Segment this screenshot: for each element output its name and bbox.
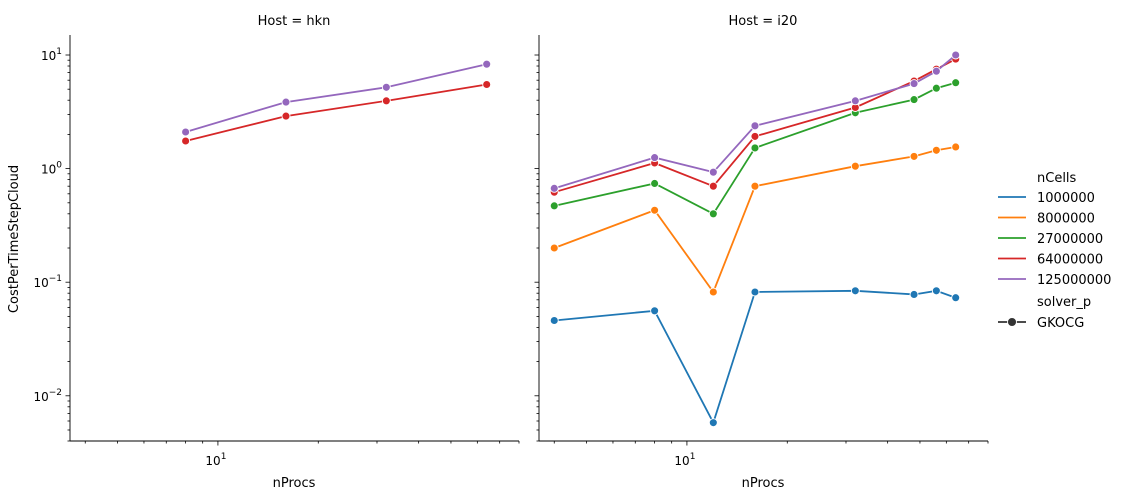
legend-label-1000000: 1000000	[1037, 191, 1095, 206]
legend-label-GKOCG: GKOCG	[1037, 316, 1084, 331]
data-point-125000000	[650, 153, 660, 163]
data-point-8000000	[750, 181, 760, 191]
data-point-8000000	[549, 243, 559, 253]
data-point-64000000	[482, 80, 492, 89]
panel-host-i20: Host = i20 101 nProcs	[534, 14, 989, 491]
axes-hkn: 10−2 10−1 100 101 101	[33, 35, 520, 468]
series-line-125000000	[185, 63, 487, 133]
data-point-1000000	[708, 418, 718, 428]
data-point-8000000	[909, 151, 919, 161]
data-point-125000000	[909, 79, 919, 89]
x-tick-label: 101	[674, 452, 695, 468]
data-point-1000000	[750, 287, 760, 297]
data-point-8000000	[951, 142, 961, 152]
data-point-64000000	[708, 181, 718, 191]
x-tick-label: 101	[205, 452, 226, 468]
y-tick-label: 101	[41, 47, 62, 63]
data-point-1000000	[931, 286, 941, 296]
data-point-1000000	[909, 290, 919, 299]
legend-style-entries: GKOCG	[998, 316, 1084, 331]
data-point-64000000	[750, 131, 760, 141]
data-point-8000000	[650, 205, 660, 215]
data-point-1000000	[850, 286, 860, 296]
legend-title-ncells: nCells	[1037, 171, 1077, 186]
data-point-27000000	[708, 209, 718, 219]
y-tick-label: 100	[41, 161, 62, 177]
data-point-125000000	[181, 127, 191, 137]
data-point-125000000	[381, 82, 391, 92]
legend-hue-entries: 1000000 8000000 27000000 64000000 125000000	[998, 191, 1111, 288]
series-line-8000000	[553, 146, 956, 294]
data-point-125000000	[951, 50, 961, 60]
data-point-1000000	[549, 316, 559, 325]
legend: nCells 1000000 8000000 27000000 64000000 125…	[998, 171, 1111, 331]
data-point-27000000	[549, 201, 559, 211]
data-point-125000000	[549, 183, 559, 193]
panel-title-hkn: Host = hkn	[258, 14, 331, 29]
data-point-1000000	[951, 293, 961, 303]
data-point-64000000	[181, 136, 191, 146]
y-tick-label: 10−2	[33, 388, 62, 404]
series-line-64000000	[185, 83, 487, 142]
data-point-8000000	[931, 145, 941, 155]
data-point-27000000	[750, 143, 760, 153]
data-point-64000000	[381, 96, 391, 106]
y-axis-label: CostPerTimeStepCloud	[7, 165, 22, 313]
legend-label-64000000: 64000000	[1037, 253, 1103, 268]
legend-title-solver: solver_p	[1037, 295, 1091, 310]
legend-label-125000000: 125000000	[1037, 273, 1111, 288]
data-point-8000000	[850, 161, 860, 171]
data-point-27000000	[931, 83, 941, 93]
data-point-64000000	[281, 111, 291, 121]
data-point-125000000	[850, 96, 860, 106]
panel-title-i20: Host = i20	[729, 14, 798, 29]
data-point-125000000	[750, 121, 760, 131]
legend-label-8000000: 8000000	[1037, 212, 1095, 227]
data-point-1000000	[650, 306, 660, 316]
x-axis-label-i20: nProcs	[742, 476, 785, 491]
data-point-125000000	[482, 59, 492, 69]
panel-host-hkn: Host = hkn 10−2 10−1 100 101 101 nProcs Cost…	[7, 14, 520, 491]
data-point-125000000	[708, 167, 718, 177]
data-point-27000000	[650, 179, 660, 188]
data-point-125000000	[281, 97, 291, 107]
legend-label-27000000: 27000000	[1037, 232, 1103, 247]
data-point-27000000	[909, 95, 919, 105]
axes-i20: 101	[534, 35, 989, 468]
series-line-1000000	[554, 289, 956, 425]
x-axis-label-hkn: nProcs	[273, 476, 316, 491]
legend-marker-GKOCG	[1007, 317, 1017, 327]
data-point-8000000	[708, 287, 718, 297]
y-tick-label: 10−1	[33, 274, 62, 290]
data-point-125000000	[931, 66, 941, 76]
data-point-27000000	[951, 78, 961, 88]
